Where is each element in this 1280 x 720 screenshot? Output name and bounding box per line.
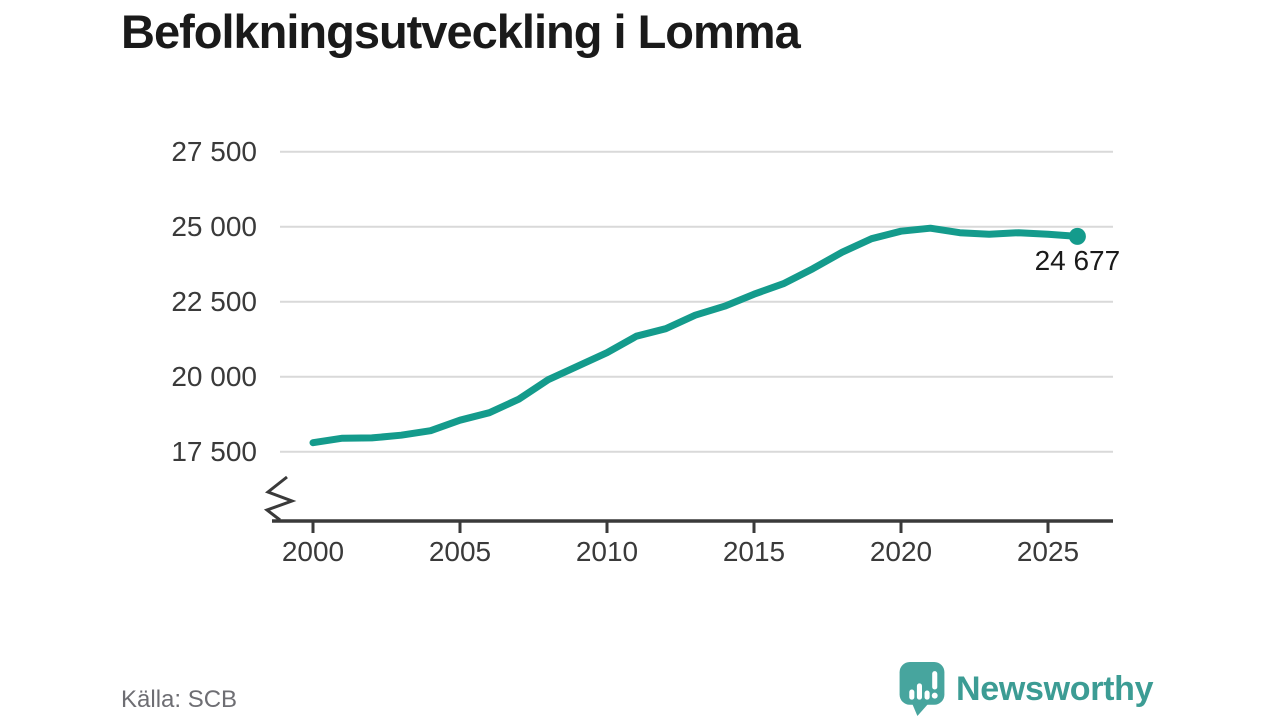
end-value-label: 24 677 [1034, 245, 1121, 277]
population-line [309, 224, 1081, 447]
axis-break-icon [263, 475, 297, 522]
y-axis-tick-label: 22 500 [171, 285, 257, 317]
source-label: Källa: SCB [121, 686, 238, 713]
newsworthy-wordmark: Newsworthy [956, 670, 1154, 708]
x-axis-tick-label: 2020 [869, 536, 933, 567]
x-axis-tick-label: 2005 [428, 536, 492, 567]
end-point-dot [1068, 227, 1086, 245]
chart-title: Befolkningsutveckling i Lomma [121, 5, 801, 58]
y-axis-tick-label: 20 000 [171, 360, 257, 392]
x-axis-tick-label: 2025 [1016, 536, 1080, 567]
y-axis-tick-label: 17 500 [171, 435, 257, 467]
y-axis-tick-label: 27 500 [171, 135, 257, 167]
x-axis-tick-label: 2000 [281, 536, 345, 567]
x-axis-tick-label: 2010 [575, 536, 639, 567]
y-axis-tick-label: 25 000 [171, 210, 257, 242]
x-axis-tick-label: 2015 [722, 536, 786, 567]
newsworthy-logo: Newsworthy [899, 662, 1154, 717]
newsworthy-logo-icon [899, 662, 945, 716]
